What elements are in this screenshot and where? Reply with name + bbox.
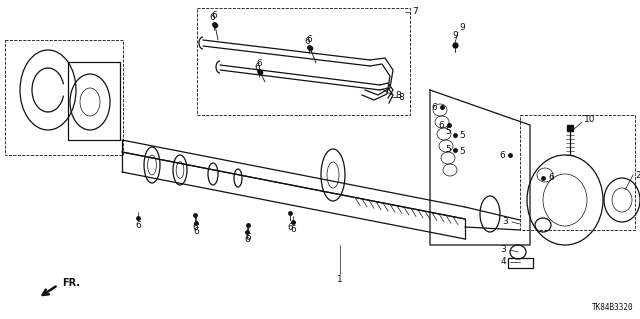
- Text: TK84B3320: TK84B3320: [591, 303, 633, 312]
- Bar: [197, 8, 410, 115]
- Text: 2: 2: [635, 170, 640, 180]
- Text: 5: 5: [445, 128, 451, 137]
- Text: 9: 9: [459, 24, 465, 33]
- Text: 7: 7: [412, 8, 418, 17]
- Bar: [68, 62, 120, 140]
- Text: FR.: FR.: [62, 278, 80, 288]
- Text: 3: 3: [500, 246, 506, 255]
- Text: 4: 4: [500, 257, 506, 266]
- Text: 6: 6: [254, 63, 260, 71]
- Text: 6: 6: [256, 58, 262, 68]
- Text: 5: 5: [459, 131, 465, 140]
- Text: —8: —8: [391, 93, 405, 102]
- Text: 8: 8: [395, 92, 401, 100]
- Text: 6: 6: [211, 11, 217, 20]
- Text: 5: 5: [459, 147, 465, 157]
- Bar: [508, 258, 533, 268]
- Text: 3: 3: [502, 218, 508, 226]
- Text: 6: 6: [431, 102, 437, 112]
- Text: 1: 1: [337, 276, 343, 285]
- Text: 6: 6: [304, 38, 310, 47]
- Text: 6: 6: [306, 34, 312, 43]
- Bar: [5, 40, 123, 155]
- Text: 6: 6: [438, 121, 444, 130]
- Text: 6: 6: [244, 235, 250, 244]
- Text: 6: 6: [290, 226, 296, 234]
- Text: 10: 10: [584, 115, 596, 124]
- Bar: [520, 115, 635, 230]
- Text: 6: 6: [548, 174, 554, 182]
- Text: 6: 6: [209, 13, 215, 23]
- Text: 5: 5: [445, 145, 451, 154]
- Text: 6: 6: [192, 224, 198, 233]
- Text: 6: 6: [135, 221, 141, 231]
- Text: 9: 9: [452, 31, 458, 40]
- Text: 6: 6: [193, 226, 199, 235]
- Text: 6: 6: [245, 234, 251, 242]
- Text: 6: 6: [499, 151, 505, 160]
- Text: 6: 6: [287, 222, 293, 232]
